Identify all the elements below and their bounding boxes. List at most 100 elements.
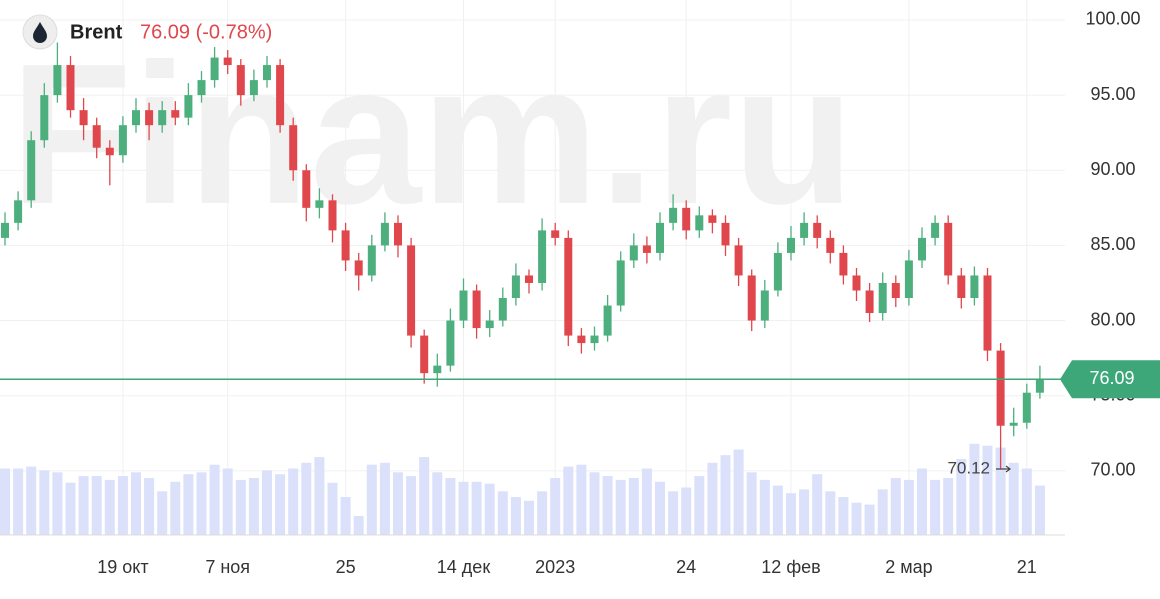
volume-bar — [222, 468, 233, 535]
volume-bar — [1021, 468, 1032, 535]
candle-body — [184, 95, 193, 118]
candle-body — [472, 290, 481, 329]
x-tick-label: 14 дек — [437, 557, 491, 577]
candle-body — [983, 275, 992, 351]
volume-bar — [982, 445, 993, 535]
volume-bar — [1008, 462, 1019, 535]
volume-bar — [209, 464, 220, 535]
candle-body — [538, 230, 547, 283]
volume-bar — [917, 468, 927, 535]
candle-body — [354, 260, 363, 276]
volume-bar — [117, 476, 128, 535]
candle-body — [760, 290, 769, 321]
volume-bar — [91, 476, 102, 535]
volume-bar — [314, 457, 325, 535]
volume-bar — [497, 491, 508, 535]
volume-bar — [419, 457, 430, 535]
volume-bar — [733, 449, 744, 535]
volume-bar — [589, 472, 600, 535]
volume-bar — [65, 482, 76, 535]
volume-bar — [458, 481, 469, 535]
candle-body — [603, 305, 612, 336]
volume-bar — [956, 459, 967, 535]
candle-body — [918, 237, 926, 261]
volume-bar — [707, 462, 718, 535]
x-tick-label: 19 окт — [97, 557, 148, 577]
candle-body — [223, 57, 232, 66]
volume-bar — [1034, 485, 1045, 535]
volume-bar — [393, 472, 403, 535]
oil-drop — [33, 22, 47, 43]
volume-bar — [510, 497, 521, 535]
candle-body — [734, 245, 743, 276]
candle-body — [210, 57, 219, 81]
candle-layer — [1, 42, 1044, 470]
candle-body — [904, 260, 913, 299]
candle-body — [40, 95, 49, 141]
volume-bar — [235, 479, 246, 535]
volume-bar — [196, 472, 207, 535]
candle-body — [695, 215, 704, 231]
candle-body — [826, 237, 835, 253]
volume-bar — [799, 489, 810, 535]
x-tick-label: 2023 — [535, 557, 575, 577]
y-tick-label: 90.00 — [1090, 159, 1135, 179]
candle-body — [92, 125, 101, 148]
volume-bar — [864, 504, 875, 535]
y-tick-label: 95.00 — [1090, 84, 1135, 104]
volume-bar — [563, 466, 574, 535]
candle-body — [721, 222, 730, 246]
candle-body — [315, 200, 324, 208]
volume-bar — [275, 474, 286, 535]
volume-bar — [301, 462, 312, 535]
candle-body — [852, 275, 861, 291]
candle-body — [236, 65, 245, 96]
candle-body — [446, 320, 455, 366]
x-tick-label: 24 — [676, 557, 696, 577]
candle-body — [747, 275, 756, 321]
candle-body — [656, 222, 664, 253]
volume-bar — [628, 478, 639, 535]
volume-bar — [786, 493, 796, 535]
volume-bar — [262, 470, 272, 535]
volume-bar — [550, 478, 561, 535]
candle-body — [1022, 392, 1031, 423]
volume-bar — [26, 466, 37, 535]
candle-body — [302, 170, 311, 208]
candle-body — [380, 222, 389, 246]
quote: 76.09 (-0.78%) — [140, 21, 272, 43]
candle-body — [1009, 422, 1018, 426]
volume-bar — [170, 481, 181, 535]
volume-bar — [288, 468, 299, 535]
volume-bar — [602, 476, 613, 535]
volume-bar — [720, 455, 731, 535]
candle-body — [433, 365, 442, 374]
volume-bar — [13, 468, 24, 535]
y-tick-label: 80.00 — [1090, 309, 1135, 329]
candle-body — [145, 110, 154, 126]
volume-layer — [0, 443, 1045, 535]
x-tick-label: 2 мар — [885, 557, 932, 577]
volume-bar — [943, 478, 954, 535]
candle-body — [970, 275, 979, 299]
volume-bar — [524, 500, 534, 535]
candle-body — [420, 335, 429, 374]
candle-body — [525, 275, 533, 283]
candle-body — [394, 222, 402, 246]
volume-bar — [838, 497, 849, 535]
candle-body — [249, 80, 258, 96]
volume-bar — [995, 447, 1006, 535]
candle-body — [132, 110, 140, 126]
candle-body — [79, 110, 88, 126]
y-tick-label: 70.00 — [1090, 460, 1135, 480]
candle-body — [289, 125, 298, 171]
candle-body — [105, 147, 114, 156]
volume-bar — [131, 472, 141, 535]
volume-bar — [812, 474, 823, 535]
volume-bar — [930, 479, 941, 535]
last-price-badge — [1060, 360, 1160, 399]
candle-body — [839, 252, 848, 276]
x-tick-label: 7 ноя — [205, 557, 250, 577]
candle-body — [14, 200, 23, 223]
candle-body — [276, 65, 285, 126]
